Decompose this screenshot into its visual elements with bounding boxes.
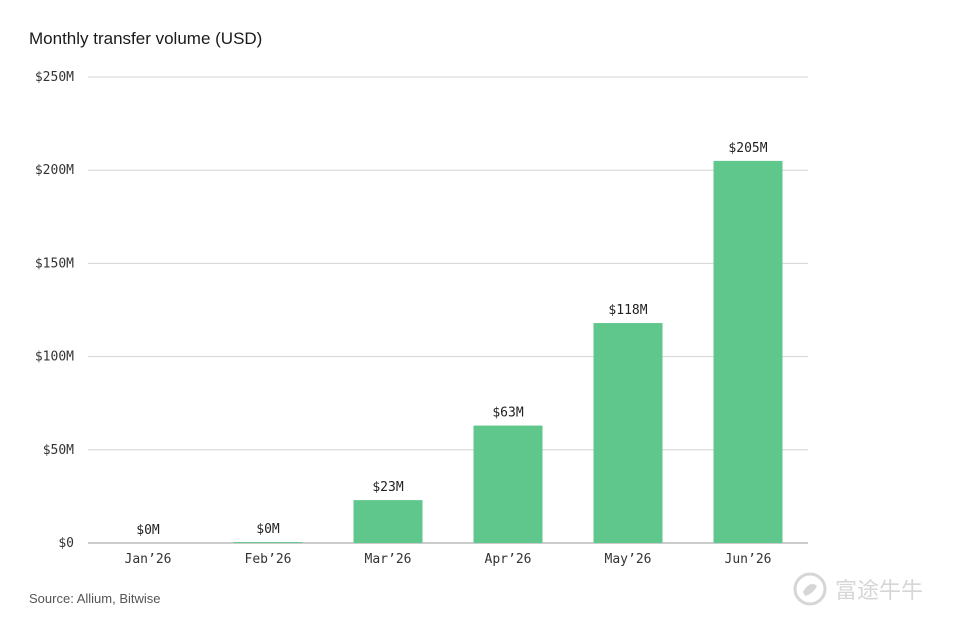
data-label: $118M (608, 303, 647, 318)
bars (233, 160, 783, 543)
watermark-text: 富途牛牛 (835, 579, 924, 604)
data-label: $0M (256, 522, 280, 537)
x-tick-label: May’26 (605, 552, 652, 567)
data-label: $205M (728, 141, 767, 156)
x-tick-label: Apr’26 (485, 552, 532, 567)
x-tick-label: Mar’26 (365, 552, 412, 567)
watermark: 富途牛牛 (793, 572, 923, 606)
chart-title: Monthly transfer volume (USD) (29, 29, 263, 48)
y-tick-label: $150M (35, 256, 74, 271)
y-tick-label: $250M (35, 70, 74, 85)
data-label: $0M (136, 523, 160, 538)
x-tick-label: Jan’26 (125, 552, 172, 567)
bar (593, 323, 663, 543)
x-axis-ticks: Jan’26 Feb’26 Mar’26 Apr’26 May’26 Jun’26 (125, 552, 772, 567)
x-tick-label: Jun’26 (725, 552, 772, 567)
bar (713, 160, 783, 543)
data-label: $23M (372, 480, 403, 495)
y-tick-label: $50M (43, 443, 74, 458)
y-tick-label: $0 (58, 536, 74, 551)
bar (233, 542, 303, 543)
futu-logo-icon (793, 572, 827, 606)
x-tick-label: Feb’26 (245, 552, 292, 567)
y-axis-ticks: $0 $50M $100M $150M $200M $250M (35, 70, 74, 551)
y-tick-label: $200M (35, 163, 74, 178)
bar (353, 500, 423, 543)
source-note: Source: Allium, Bitwise (29, 591, 161, 606)
y-tick-label: $100M (35, 350, 74, 365)
data-labels: $0M $0M $23M $63M $118M $205M (136, 141, 767, 538)
bar (473, 425, 543, 543)
data-label: $63M (492, 406, 523, 421)
gridlines (88, 76, 808, 544)
